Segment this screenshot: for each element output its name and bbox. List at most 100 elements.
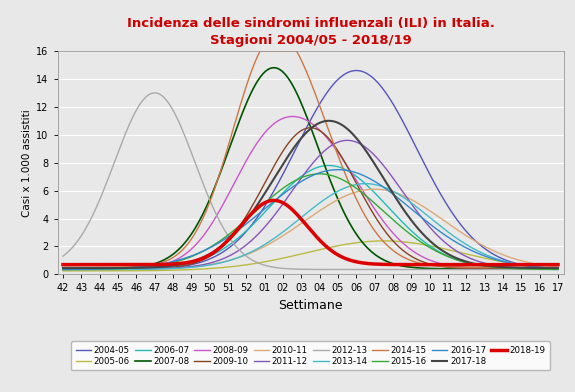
Line: 2014-15: 2014-15 [63,51,558,267]
2008-09 [554,267,561,271]
2011-12 [119,267,126,271]
2004-05 [119,267,126,272]
2005-06 [221,265,228,270]
2004-05 [420,161,427,165]
2017-18 [60,266,67,270]
2013-14 [119,267,126,272]
2015-16 [255,206,262,211]
2012-13 [151,91,158,95]
2014-15 [60,265,67,270]
2013-14 [362,181,369,186]
2010-11 [372,187,379,192]
2010-11 [119,267,126,272]
2012-13 [222,229,229,234]
2010-11 [420,205,427,209]
2018-19 [270,198,277,203]
2016-17 [554,266,561,271]
2004-05 [372,78,379,83]
2011-12 [554,267,561,271]
2016-17 [335,167,342,172]
2009-10 [221,242,228,247]
2008-09 [420,255,427,260]
2012-13 [516,267,523,272]
2005-06 [60,269,67,273]
2011-12 [344,138,351,143]
2018-19 [420,262,427,267]
2011-12 [420,218,427,223]
2009-10 [372,215,379,220]
2006-07 [325,163,332,168]
2012-13 [119,138,126,143]
2004-05 [255,212,262,217]
2007-08 [372,252,379,257]
2016-17 [119,266,126,270]
2004-05 [221,249,228,254]
2009-10 [420,260,427,265]
2009-10 [418,259,425,264]
2006-07 [60,267,67,272]
2009-10 [60,267,67,271]
Line: 2009-10: 2009-10 [63,128,558,269]
2016-17 [255,211,262,216]
2011-12 [60,267,67,271]
2009-10 [119,267,126,271]
2014-15 [420,262,427,267]
2004-05 [60,267,67,272]
2012-13 [60,254,67,258]
2017-18 [325,118,332,123]
2013-14 [420,211,427,215]
2018-19 [221,241,228,246]
2008-09 [60,267,67,271]
2016-17 [420,217,427,221]
2007-08 [418,266,425,270]
2017-18 [119,266,126,270]
Line: 2018-19: 2018-19 [63,200,558,265]
Line: 2005-06: 2005-06 [63,241,558,271]
2006-07 [372,191,379,196]
2014-15 [119,265,126,270]
2017-18 [554,266,561,270]
2004-05 [554,267,561,271]
Line: 2011-12: 2011-12 [63,140,558,269]
2018-19 [372,262,379,267]
2006-07 [554,267,561,272]
2005-06 [255,261,262,265]
X-axis label: Settimane: Settimane [278,299,343,312]
Line: 2015-16: 2015-16 [63,174,558,269]
Title: Incidenza delle sindromi influenzali (ILI) in Italia.
Stagioni 2004/05 - 2018/19: Incidenza delle sindromi influenzali (IL… [126,17,494,47]
2008-09 [221,200,228,205]
2010-11 [418,203,425,208]
2017-18 [255,200,262,205]
2010-11 [554,265,561,269]
2007-08 [221,160,228,165]
2015-16 [119,266,126,271]
2006-07 [255,216,262,221]
2011-12 [418,215,425,220]
2012-13 [418,267,425,272]
2015-16 [316,172,323,176]
2008-09 [372,208,379,213]
2015-16 [60,267,67,272]
2014-15 [257,49,264,53]
2009-10 [255,191,262,196]
2016-17 [221,237,228,242]
2015-16 [554,267,561,272]
2013-14 [221,260,228,264]
2009-10 [306,125,313,130]
2009-10 [554,267,561,271]
2016-17 [60,267,67,272]
2016-17 [418,215,425,220]
2012-13 [372,267,379,272]
2005-06 [554,266,561,271]
2005-06 [119,269,126,273]
2005-06 [420,242,427,247]
2010-11 [371,187,378,192]
2008-09 [119,266,126,271]
2016-17 [372,180,379,184]
2006-07 [221,246,228,250]
2015-16 [221,236,228,240]
2010-11 [60,267,67,272]
2011-12 [221,256,228,261]
Legend: 2004-05, 2005-06, 2006-07, 2007-08, 2008-09, 2009-10, 2010-11, 2011-12, 2012-13,: 2004-05, 2005-06, 2006-07, 2007-08, 2008… [71,341,550,370]
2008-09 [418,254,425,259]
